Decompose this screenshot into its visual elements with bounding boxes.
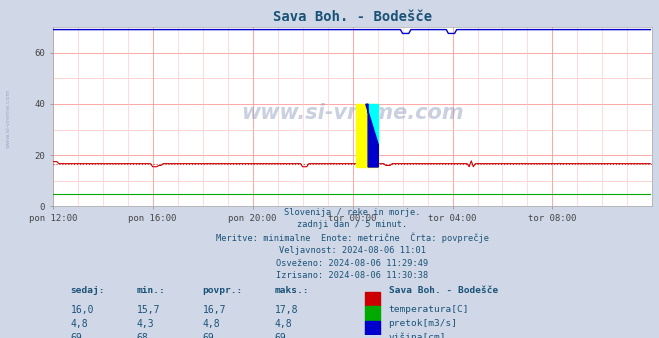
Text: 4,8: 4,8 <box>275 319 292 329</box>
Polygon shape <box>366 104 378 145</box>
Text: maks.:: maks.: <box>275 286 309 295</box>
Bar <box>364 292 380 307</box>
Text: sedaj:: sedaj: <box>71 286 105 295</box>
Text: 16,7: 16,7 <box>203 305 226 315</box>
Text: 69: 69 <box>275 333 287 338</box>
Text: 4,8: 4,8 <box>71 319 88 329</box>
FancyBboxPatch shape <box>356 104 378 167</box>
Text: 17,8: 17,8 <box>275 305 298 315</box>
Text: 69: 69 <box>71 333 82 338</box>
Text: povpr.:: povpr.: <box>203 286 243 295</box>
Text: min.:: min.: <box>136 286 165 295</box>
Bar <box>364 307 380 320</box>
Text: 15,7: 15,7 <box>136 305 160 315</box>
Text: www.si-vreme.com: www.si-vreme.com <box>241 103 464 123</box>
Text: 16,0: 16,0 <box>71 305 94 315</box>
Text: temperatura[C]: temperatura[C] <box>389 305 469 314</box>
Title: Sava Boh. - Bodešče: Sava Boh. - Bodešče <box>273 10 432 24</box>
Text: Slovenija / reke in morje.
zadnji dan / 5 minut.
Meritve: minimalne  Enote: metr: Slovenija / reke in morje. zadnji dan / … <box>216 208 489 280</box>
Text: 4,8: 4,8 <box>203 319 220 329</box>
Text: www.si-vreme.com: www.si-vreme.com <box>5 89 11 148</box>
Text: pretok[m3/s]: pretok[m3/s] <box>389 319 457 328</box>
Polygon shape <box>366 104 378 167</box>
Text: 68: 68 <box>136 333 148 338</box>
Text: 4,3: 4,3 <box>136 319 154 329</box>
Text: 69: 69 <box>203 333 214 338</box>
Bar <box>364 320 380 335</box>
Text: Sava Boh. - Bodešče: Sava Boh. - Bodešče <box>389 286 498 295</box>
Text: višina[cm]: višina[cm] <box>389 333 446 338</box>
